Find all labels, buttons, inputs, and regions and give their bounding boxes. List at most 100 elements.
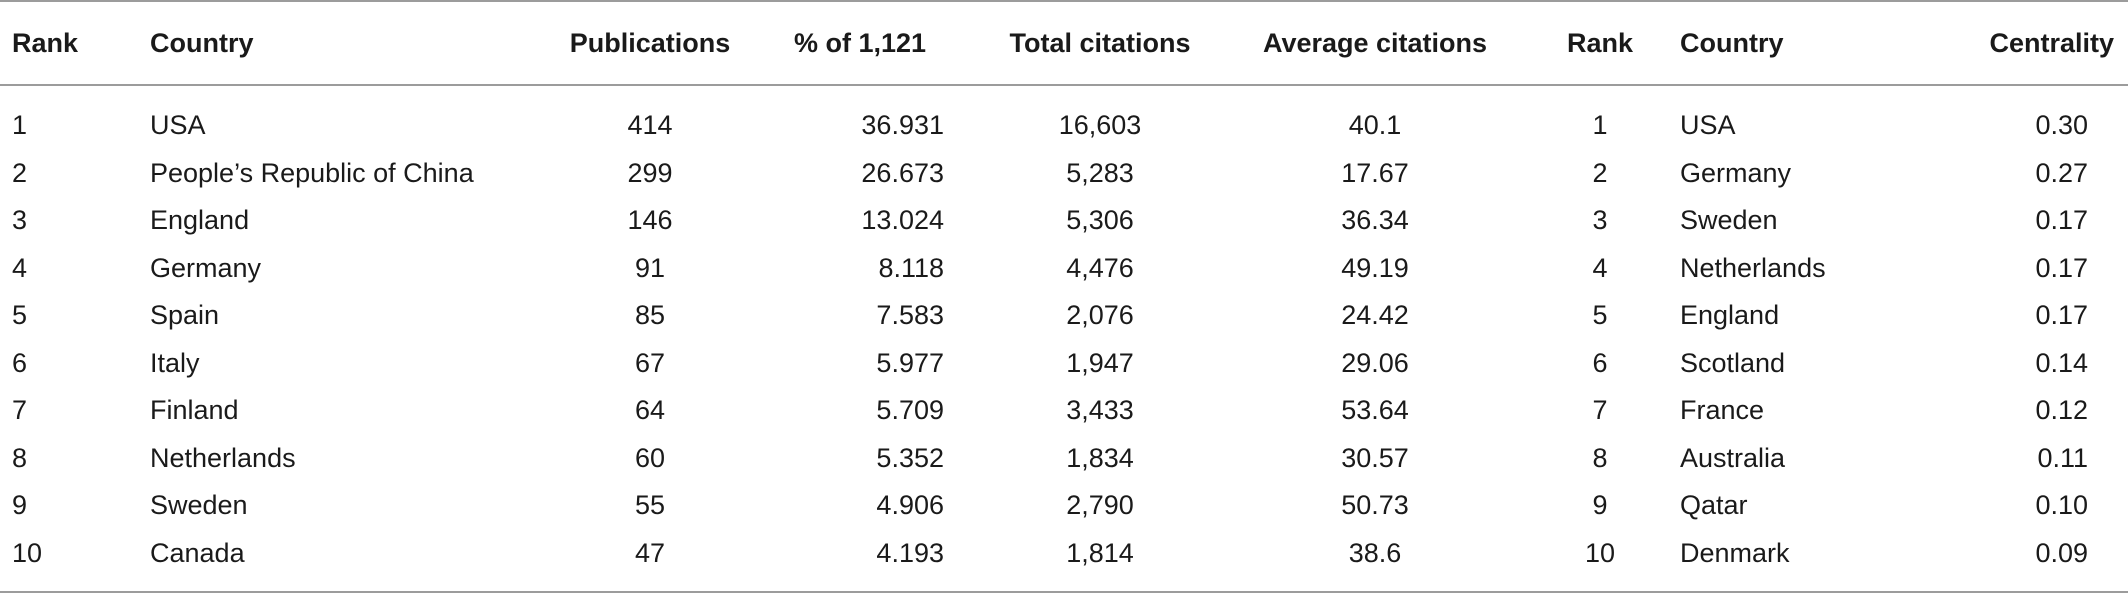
cell-centrality: 0.11: [2037, 442, 2088, 473]
table-row: 9 Sweden 55 4.906 2,790 50.73 9 Qatar 0.10: [0, 482, 2128, 530]
cell-total-citations: 1,814: [970, 529, 1230, 593]
table-row: 1 USA 414 36.931 16,603 40.1 1 USA 0.30: [0, 85, 2128, 150]
cell-country-2: Netherlands: [1680, 252, 1826, 283]
cell-country: USA: [150, 110, 206, 141]
table-row: 5 Spain 85 7.583 2,076 24.42 5 England 0.17: [0, 292, 2128, 340]
cell-rank: 8: [12, 442, 28, 473]
cell-average-citations: 38.6: [1230, 529, 1520, 593]
cell-total-citations: 4,476: [1066, 252, 1134, 283]
cell-publications: 47: [550, 529, 750, 593]
cell-percent: 8.118: [878, 252, 944, 283]
cell-rank-2: 3: [1592, 205, 1608, 236]
cell-percent: 5.977: [876, 347, 944, 378]
cell-country-2: England: [1680, 300, 1780, 331]
cell-total-citations: 1,947: [1066, 347, 1134, 378]
cell-total-citations: 3,433: [1066, 395, 1134, 426]
table-row: 3 England 146 13.024 5,306 36.34 3 Sweden 0.17: [0, 197, 2128, 245]
cell-percent: 13.024: [861, 205, 944, 236]
cell-total-citations: 2,790: [1066, 490, 1134, 521]
cell-country: Netherlands: [150, 442, 296, 473]
cell-country: Canada: [150, 529, 550, 593]
table-row: 10 Canada 47 4.193 1,814 38.6 10 Denmark 0.09: [0, 529, 2128, 593]
cell-publications: 91: [634, 252, 666, 283]
cell-rank: 2: [12, 157, 28, 188]
cell-average-citations: 29.06: [1341, 347, 1409, 378]
cell-rank: 7: [12, 395, 28, 426]
cell-country: Finland: [150, 395, 239, 426]
cell-country-2: Scotland: [1680, 347, 1786, 378]
cell-average-citations: 50.73: [1341, 490, 1409, 521]
table-row: 2 People’s Republic of China 299 26.673 5,28…: [0, 150, 2128, 198]
cell-country: People’s Republic of China: [150, 157, 474, 188]
header-centrality: Centrality: [1900, 0, 2128, 86]
cell-centrality: 0.27: [2035, 157, 2088, 188]
cell-rank-2: 6: [1592, 347, 1608, 378]
cell-centrality: 0.14: [2035, 347, 2088, 378]
cell-publications: 64: [634, 395, 666, 426]
header-rank-2: Rank: [1520, 0, 1680, 86]
cell-rank: 6: [12, 347, 28, 378]
cell-total-citations: 2,076: [1066, 300, 1134, 331]
header-average-citations: Average citations: [1230, 0, 1520, 86]
cell-percent: 4.193: [750, 529, 970, 593]
cell-country: Spain: [150, 300, 220, 331]
cell-country-2: Australia: [1680, 442, 1786, 473]
cell-centrality: 0.17: [2035, 205, 2088, 236]
cell-percent: 5.352: [876, 442, 944, 473]
cell-country-2: Sweden: [1680, 205, 1778, 236]
cell-rank: 5: [12, 300, 28, 331]
table-body: 1 USA 414 36.931 16,603 40.1 1 USA 0.30 2 People’s…: [0, 85, 2128, 593]
cell-centrality: 0.17: [2035, 300, 2088, 331]
cell-rank-2: 2: [1592, 157, 1608, 188]
cell-country-2: Qatar: [1680, 490, 1748, 521]
cell-centrality: 0.30: [2035, 110, 2088, 141]
cell-rank-2: 8: [1592, 442, 1608, 473]
table-row: 8 Netherlands 60 5.352 1,834 30.57 8 Australia 0…: [0, 435, 2128, 483]
cell-publications: 60: [634, 442, 666, 473]
cell-rank: 10: [0, 529, 150, 593]
table-row: 7 Finland 64 5.709 3,433 53.64 7 France 0.12: [0, 387, 2128, 435]
table-row: 6 Italy 67 5.977 1,947 29.06 6 Scotland 0.14: [0, 340, 2128, 388]
cell-rank: 1: [12, 110, 28, 141]
cell-average-citations: 24.42: [1341, 300, 1409, 331]
cell-publications: 85: [634, 300, 666, 331]
cell-country-2: Germany: [1680, 157, 1792, 188]
cell-average-citations: 49.19: [1341, 252, 1409, 283]
cell-country-2: France: [1680, 395, 1765, 426]
cell-publications: 55: [634, 490, 666, 521]
header-total-citations: Total citations: [970, 0, 1230, 86]
cell-publications: 146: [627, 205, 673, 236]
cell-percent: 26.673: [861, 157, 944, 188]
cell-country: Sweden: [150, 490, 248, 521]
header-country-2: Country: [1680, 0, 1900, 86]
cell-rank: 3: [12, 205, 28, 236]
cell-centrality: 0.17: [2035, 252, 2088, 283]
cell-rank: 4: [12, 252, 28, 283]
cell-average-citations: 40.1: [1348, 110, 1402, 141]
cell-rank-2: 4: [1592, 252, 1608, 283]
cell-country: Germany: [150, 252, 262, 283]
cell-rank-2: 5: [1592, 300, 1608, 331]
header-publications: Publications: [550, 0, 750, 86]
cell-publications: 299: [627, 157, 673, 188]
cell-percent: 7.583: [876, 300, 944, 331]
cell-total-citations: 16,603: [1058, 110, 1142, 141]
cell-rank-2: 7: [1592, 395, 1608, 426]
cell-average-citations: 36.34: [1341, 205, 1409, 236]
cell-rank-2: 1: [1592, 110, 1608, 141]
cell-country: England: [150, 205, 250, 236]
cell-rank-2: 10: [1520, 529, 1680, 593]
cell-total-citations: 5,283: [1066, 157, 1134, 188]
cell-average-citations: 53.64: [1341, 395, 1409, 426]
cell-publications: 414: [627, 110, 673, 141]
cell-centrality: 0.09: [1900, 529, 2128, 593]
cell-centrality: 0.10: [2035, 490, 2088, 521]
table-row: 4 Germany 91 8.118 4,476 49.19 4 Netherlands 0.1…: [0, 245, 2128, 293]
header-country: Country: [150, 0, 550, 86]
cell-country-2: USA: [1680, 110, 1736, 141]
cell-total-citations: 5,306: [1066, 205, 1134, 236]
cell-rank: 9: [12, 490, 28, 521]
cell-percent: 4.906: [876, 490, 944, 521]
